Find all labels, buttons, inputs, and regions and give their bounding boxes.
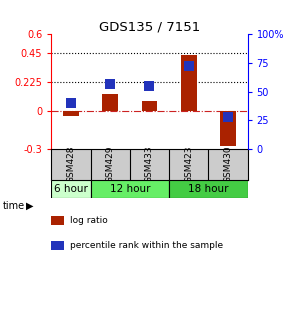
Point: [226, 114, 230, 119]
Text: log ratio: log ratio: [70, 216, 108, 225]
Text: 12 hour: 12 hour: [110, 184, 150, 194]
Bar: [181, 55, 197, 111]
Point: [186, 64, 191, 69]
Bar: [63, 111, 79, 116]
Point: [69, 100, 73, 106]
Text: percentile rank within the sample: percentile rank within the sample: [70, 241, 224, 250]
Bar: [169, 180, 248, 198]
Bar: [102, 94, 118, 111]
Text: 6 hour: 6 hour: [54, 184, 88, 194]
Bar: [91, 180, 169, 198]
Text: GSM423: GSM423: [184, 146, 193, 183]
Bar: [220, 111, 236, 146]
Point: [147, 83, 152, 89]
Title: GDS135 / 7151: GDS135 / 7151: [99, 20, 200, 33]
Point: [108, 81, 113, 86]
Bar: [51, 180, 91, 198]
Text: GSM433: GSM433: [145, 146, 154, 183]
Text: 18 hour: 18 hour: [188, 184, 229, 194]
Bar: [142, 100, 157, 111]
Text: ▶: ▶: [26, 201, 34, 211]
Text: time: time: [3, 201, 25, 211]
Text: GSM428: GSM428: [67, 146, 75, 183]
Text: GSM430: GSM430: [224, 146, 232, 183]
Text: GSM429: GSM429: [106, 146, 115, 183]
